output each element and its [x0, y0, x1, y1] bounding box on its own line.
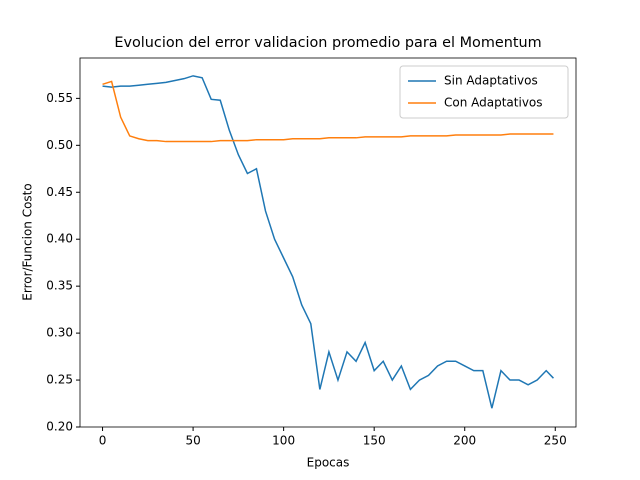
x-tick-label: 200 — [453, 434, 476, 448]
y-tick-label: 0.35 — [46, 279, 73, 293]
y-tick-label: 0.25 — [46, 373, 73, 387]
x-tick-label: 100 — [272, 434, 295, 448]
x-tick-label: 250 — [544, 434, 567, 448]
series-line — [102, 80, 554, 143]
plot-frame — [79, 57, 577, 428]
legend-label: Con Adaptativos — [444, 96, 543, 110]
x-tick-label: 50 — [185, 434, 200, 448]
x-axis-label: Epocas — [307, 456, 350, 470]
y-tick-label: 0.55 — [46, 91, 73, 105]
x-tick-label: 150 — [363, 434, 386, 448]
y-tick-label: 0.45 — [46, 185, 73, 199]
y-tick-label: 0.40 — [46, 232, 73, 246]
y-tick-label: 0.50 — [46, 138, 73, 152]
legend-label: Sin Adaptativos — [444, 74, 538, 88]
y-tick-label: 0.30 — [46, 326, 73, 340]
y-tick-label: 0.20 — [46, 420, 73, 434]
y-axis-label: Error/Funcion Costo — [21, 183, 35, 300]
series-line — [102, 75, 554, 409]
chart-title: Evolucion del error validacion promedio … — [114, 35, 541, 51]
legend-box — [399, 65, 569, 119]
x-tick-label: 0 — [99, 434, 107, 448]
